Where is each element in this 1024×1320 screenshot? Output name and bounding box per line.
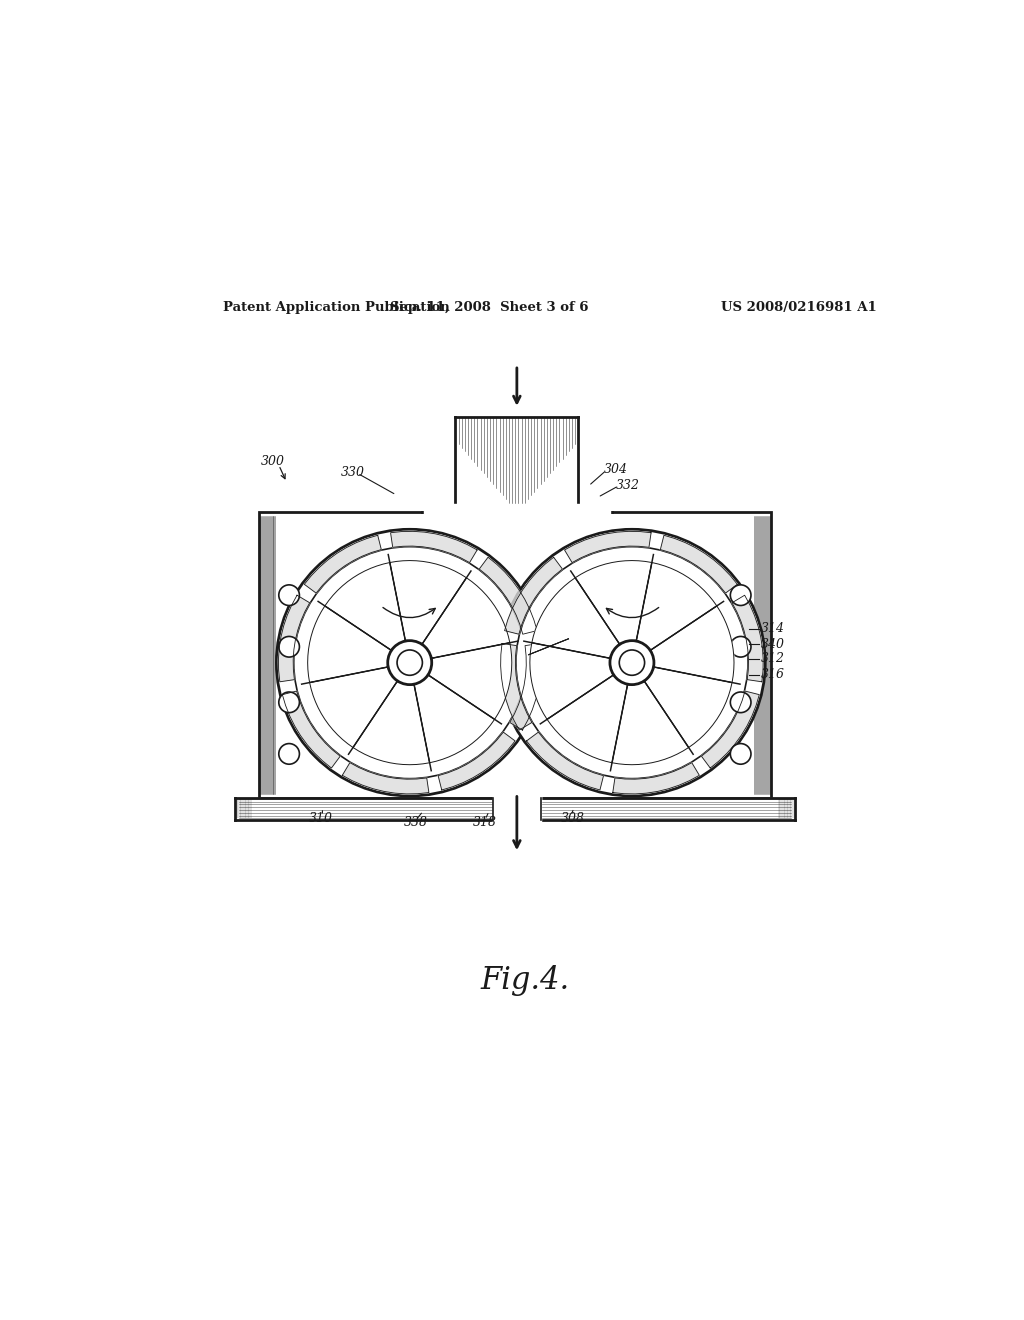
Text: Fig.4.: Fig.4. bbox=[480, 965, 569, 995]
Polygon shape bbox=[236, 797, 795, 820]
Polygon shape bbox=[415, 676, 495, 763]
Circle shape bbox=[610, 640, 654, 685]
Polygon shape bbox=[501, 643, 531, 730]
Polygon shape bbox=[645, 667, 732, 747]
Polygon shape bbox=[529, 643, 612, 719]
Polygon shape bbox=[612, 763, 699, 793]
Text: 330: 330 bbox=[341, 466, 365, 479]
Polygon shape bbox=[423, 578, 510, 659]
Polygon shape bbox=[390, 561, 467, 643]
Text: 300: 300 bbox=[260, 455, 285, 469]
Polygon shape bbox=[510, 643, 541, 730]
Text: 308: 308 bbox=[560, 813, 585, 825]
Circle shape bbox=[730, 585, 751, 606]
Text: 312: 312 bbox=[761, 652, 785, 665]
Polygon shape bbox=[564, 532, 651, 562]
Polygon shape bbox=[429, 643, 512, 719]
Polygon shape bbox=[325, 562, 406, 649]
Polygon shape bbox=[660, 536, 737, 593]
Polygon shape bbox=[424, 504, 609, 520]
Polygon shape bbox=[438, 733, 515, 789]
Circle shape bbox=[279, 585, 299, 606]
Polygon shape bbox=[612, 682, 689, 764]
Circle shape bbox=[294, 546, 525, 779]
Polygon shape bbox=[390, 532, 477, 562]
Circle shape bbox=[730, 743, 751, 764]
Text: US 2008/0216981 A1: US 2008/0216981 A1 bbox=[721, 301, 877, 314]
Circle shape bbox=[499, 529, 765, 796]
Text: Sep. 11, 2008  Sheet 3 of 6: Sep. 11, 2008 Sheet 3 of 6 bbox=[390, 301, 589, 314]
Polygon shape bbox=[309, 667, 397, 747]
Text: 314: 314 bbox=[761, 622, 785, 635]
Polygon shape bbox=[547, 676, 628, 763]
Circle shape bbox=[397, 649, 422, 676]
Polygon shape bbox=[304, 536, 381, 593]
Text: Patent Application Publication: Patent Application Publication bbox=[223, 301, 450, 314]
Circle shape bbox=[730, 636, 751, 657]
Circle shape bbox=[516, 546, 748, 779]
Polygon shape bbox=[701, 692, 760, 768]
Circle shape bbox=[279, 636, 299, 657]
Polygon shape bbox=[651, 606, 734, 682]
Polygon shape bbox=[505, 557, 562, 634]
Polygon shape bbox=[342, 763, 429, 793]
Text: 310: 310 bbox=[309, 813, 333, 825]
Polygon shape bbox=[526, 733, 603, 789]
Polygon shape bbox=[732, 595, 763, 682]
Polygon shape bbox=[307, 606, 390, 682]
Polygon shape bbox=[531, 578, 620, 659]
Polygon shape bbox=[575, 561, 652, 643]
Circle shape bbox=[276, 529, 543, 796]
Polygon shape bbox=[479, 557, 538, 634]
Circle shape bbox=[388, 640, 432, 685]
Polygon shape bbox=[494, 793, 541, 801]
FancyBboxPatch shape bbox=[259, 512, 771, 797]
Polygon shape bbox=[283, 692, 340, 768]
Text: 318: 318 bbox=[473, 817, 498, 829]
Circle shape bbox=[730, 692, 751, 713]
Text: 332: 332 bbox=[616, 479, 640, 492]
Text: 338: 338 bbox=[404, 817, 428, 829]
Circle shape bbox=[620, 649, 644, 676]
Polygon shape bbox=[279, 595, 309, 682]
Circle shape bbox=[279, 743, 299, 764]
Circle shape bbox=[279, 692, 299, 713]
Text: 316: 316 bbox=[761, 668, 785, 681]
Polygon shape bbox=[494, 795, 541, 822]
Text: 340: 340 bbox=[761, 638, 785, 651]
Polygon shape bbox=[353, 682, 430, 764]
Polygon shape bbox=[637, 562, 717, 649]
Text: 304: 304 bbox=[604, 463, 628, 477]
